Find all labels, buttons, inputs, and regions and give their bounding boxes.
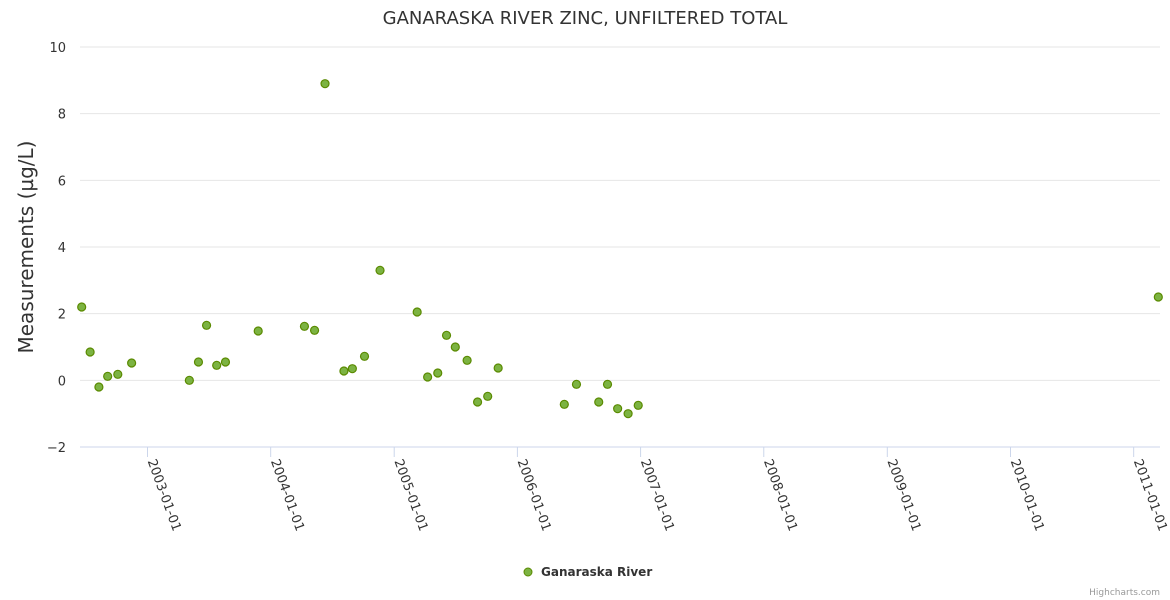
x-tick-label: 2009-01-01 bbox=[884, 457, 924, 533]
data-point[interactable] bbox=[220, 357, 231, 367]
data-point[interactable] bbox=[462, 355, 472, 365]
x-tick-label: 2004-01-01 bbox=[267, 457, 307, 533]
data-point[interactable] bbox=[594, 397, 604, 407]
data-point[interactable] bbox=[623, 409, 633, 419]
y-tick-label: 8 bbox=[58, 108, 66, 123]
data-point[interactable] bbox=[423, 372, 433, 382]
data-point[interactable] bbox=[412, 307, 422, 317]
legend-label[interactable]: Ganaraska River bbox=[541, 565, 652, 579]
x-tick-label: 2008-01-01 bbox=[760, 457, 800, 533]
y-axis-ticks: −2 0 2 4 6 8 10 bbox=[47, 41, 66, 456]
x-axis-ticks: 2003-01-01 2004-01-01 2005-01-01 2006-01-01… bbox=[144, 447, 1170, 533]
data-point[interactable] bbox=[184, 375, 194, 385]
data-point[interactable] bbox=[309, 325, 320, 335]
data-point[interactable] bbox=[450, 342, 460, 352]
data-point[interactable] bbox=[472, 397, 483, 407]
x-tick-label: 2006-01-01 bbox=[514, 457, 554, 533]
x-tick-label: 2003-01-01 bbox=[144, 457, 184, 533]
data-point[interactable] bbox=[94, 382, 104, 392]
data-point[interactable] bbox=[193, 357, 204, 367]
data-point[interactable] bbox=[633, 400, 643, 410]
data-point[interactable] bbox=[212, 360, 222, 370]
legend-marker[interactable] bbox=[523, 567, 533, 577]
x-tick-label: 2007-01-01 bbox=[637, 457, 677, 533]
data-point[interactable] bbox=[299, 321, 310, 331]
data-point[interactable] bbox=[602, 379, 613, 389]
data-point[interactable] bbox=[493, 363, 503, 373]
data-point[interactable] bbox=[77, 302, 87, 312]
data-point[interactable] bbox=[127, 358, 137, 368]
x-tick-label: 2005-01-01 bbox=[390, 457, 430, 533]
data-point[interactable] bbox=[347, 364, 357, 374]
data-point[interactable] bbox=[359, 351, 370, 361]
data-point[interactable] bbox=[320, 79, 330, 89]
legend[interactable]: Ganaraska River bbox=[523, 565, 652, 579]
y-tick-label: −2 bbox=[47, 441, 66, 456]
data-point[interactable] bbox=[201, 320, 212, 330]
credits-link[interactable]: Highcharts.com bbox=[1089, 588, 1160, 598]
x-tick-label: 2011-01-01 bbox=[1130, 457, 1170, 533]
y-tick-label: 6 bbox=[58, 174, 66, 189]
data-point[interactable] bbox=[103, 371, 113, 381]
y-axis-label: Measurements (µg/L) bbox=[14, 141, 38, 354]
chart-title: GANARASKA RIVER ZINC, UNFILTERED TOTAL bbox=[383, 8, 788, 29]
data-point[interactable] bbox=[613, 404, 623, 414]
y-tick-label: 4 bbox=[58, 241, 66, 256]
x-tick-label: 2010-01-01 bbox=[1007, 457, 1047, 533]
y-tick-label: 2 bbox=[58, 308, 66, 323]
data-point[interactable] bbox=[1153, 292, 1163, 302]
series-points[interactable] bbox=[77, 79, 1163, 419]
data-point[interactable] bbox=[571, 379, 582, 389]
data-point[interactable] bbox=[441, 330, 452, 340]
data-point[interactable] bbox=[85, 347, 95, 357]
data-point[interactable] bbox=[375, 265, 385, 275]
data-point[interactable] bbox=[253, 326, 263, 336]
data-point[interactable] bbox=[433, 368, 443, 378]
data-point[interactable] bbox=[113, 369, 123, 379]
data-point[interactable] bbox=[339, 366, 349, 376]
y-tick-label: 10 bbox=[49, 41, 66, 56]
grid bbox=[80, 46, 1160, 381]
y-tick-label: 0 bbox=[58, 374, 66, 389]
data-point[interactable] bbox=[483, 391, 493, 401]
data-point[interactable] bbox=[559, 399, 569, 409]
